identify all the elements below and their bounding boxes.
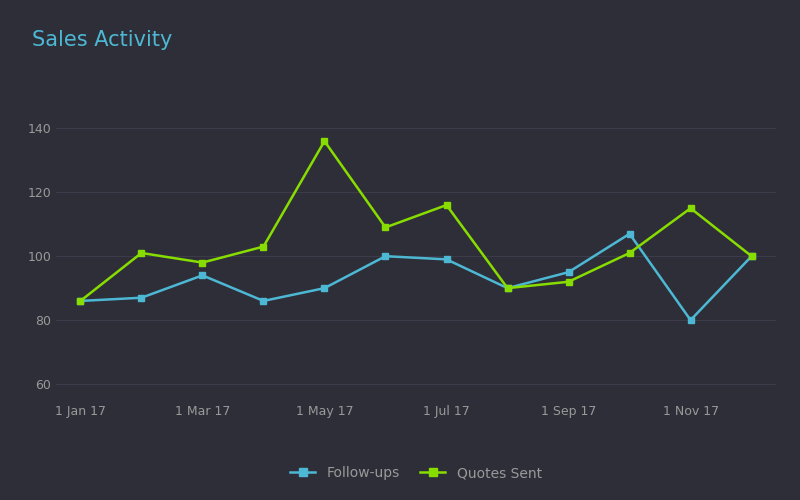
Quotes Sent [381,224,390,230]
Legend: Follow-ups, Quotes Sent: Follow-ups, Quotes Sent [285,461,547,486]
Follow-ups [625,231,634,237]
Follow-ups [137,294,146,300]
Quotes Sent [76,298,86,304]
Follow-ups [746,253,756,259]
Follow-ups [381,253,390,259]
Follow-ups [198,272,207,278]
Quotes Sent [564,279,574,285]
Quotes Sent [137,250,146,256]
Quotes Sent [320,138,330,144]
Quotes Sent [746,253,756,259]
Quotes Sent [625,250,634,256]
Follow-ups [686,317,695,323]
Follow-ups [442,256,451,262]
Quotes Sent [502,285,512,291]
Line: Quotes Sent: Quotes Sent [77,138,755,304]
Follow-ups [320,285,330,291]
Follow-ups [76,298,86,304]
Text: Sales Activity: Sales Activity [32,30,172,50]
Quotes Sent [258,244,268,250]
Quotes Sent [442,202,451,208]
Follow-ups [502,285,512,291]
Follow-ups [258,298,268,304]
Quotes Sent [198,260,207,266]
Follow-ups [564,269,574,275]
Quotes Sent [686,205,695,211]
Line: Follow-ups: Follow-ups [77,230,755,324]
